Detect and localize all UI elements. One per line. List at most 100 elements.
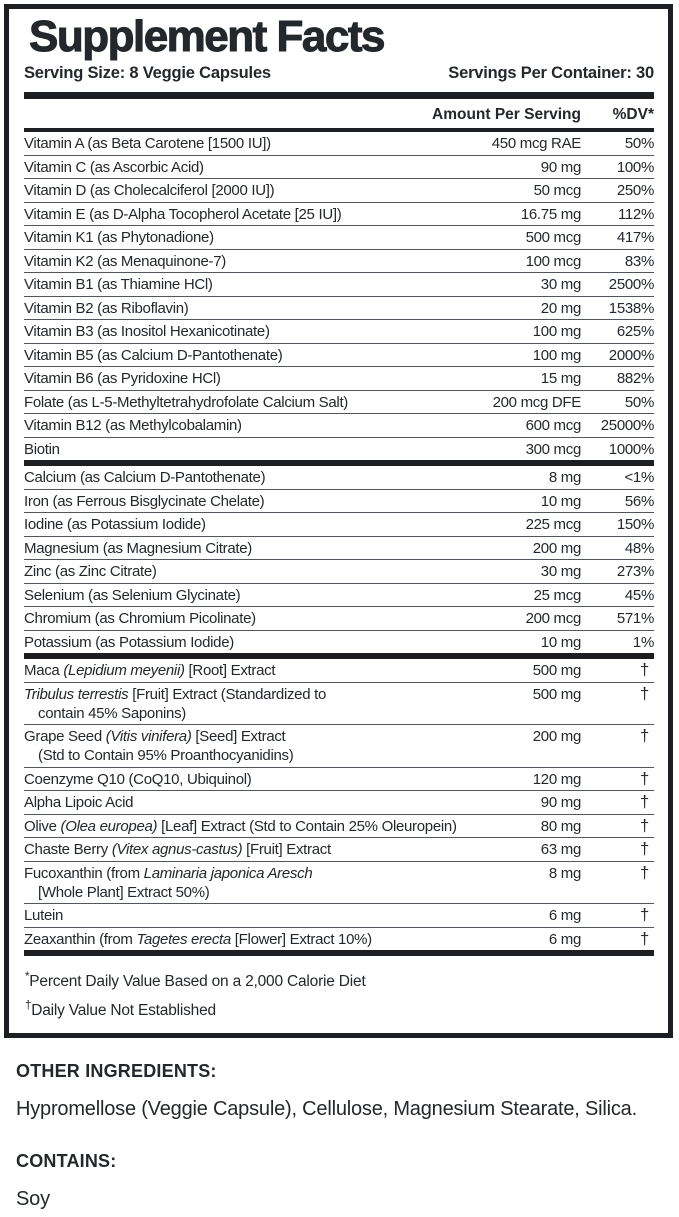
row-name: Chromium (as Chromium Picolinate) xyxy=(24,609,526,628)
table-row: Fucoxanthin (from Laminaria japonica Are… xyxy=(24,862,654,904)
dv-column-header: %DV* xyxy=(612,106,654,123)
row-name: Chaste Berry (Vitex agnus-castus) [Fruit… xyxy=(24,840,541,859)
table-row: Vitamin B1 (as Thiamine HCl) 30 mg 2500% xyxy=(24,273,654,297)
row-dv: † xyxy=(639,839,649,858)
row-name: Vitamin B12 (as Methylcobalamin) xyxy=(24,416,526,435)
row-dv: 250% xyxy=(616,182,654,199)
table-row: Vitamin A (as Beta Carotene [1500 IU]) 45… xyxy=(24,132,654,156)
row-amount: 8 mg xyxy=(548,469,581,486)
row-name-line: Tribulus terrestis [Fruit] Extract (Stan… xyxy=(24,685,327,703)
footnote-dv-text: Percent Daily Value Based on a 2,000 Cal… xyxy=(29,973,366,991)
other-ingredients-group: OTHER INGREDIENTS: Hypromellose (Veggie … xyxy=(16,1061,673,1127)
row-amount: 16.75 mg xyxy=(520,205,581,223)
row-amount: 500 mcg xyxy=(525,229,582,246)
row-name: Vitamin A (as Beta Carotene [1500 IU]) xyxy=(24,134,492,153)
row-amount: 100 mg xyxy=(532,323,582,340)
row-name: Vitamin B2 (as Riboflavin) xyxy=(24,299,541,318)
row-amount: 30 mg xyxy=(540,276,582,293)
column-header-rule xyxy=(24,128,654,132)
table-row: Potassium (as Potassium Iodide) 10 mg 1% xyxy=(24,631,654,654)
section-divider-bar xyxy=(24,950,654,956)
supplement-facts-panel: Supplement Facts Serving Size: 8 Veggie … xyxy=(4,4,673,1039)
row-amount: 63 mg xyxy=(540,841,582,858)
table-row: Magnesium (as Magnesium Citrate) 200 mg 48… xyxy=(24,537,654,560)
botanical-latin-name: (Vitis vinifera) xyxy=(105,728,192,745)
row-name: Lutein xyxy=(24,906,549,925)
table-row: Grape Seed (Vitis vinifera) [Seed] Extra… xyxy=(24,725,654,768)
other-ingredients-text: Hypromellose (Veggie Capsule), Cellulose… xyxy=(16,1098,637,1121)
row-amount: 225 mcg xyxy=(525,516,582,533)
row-name-line: [Whole Plant] Extract 50%) xyxy=(38,883,210,901)
table-row: Olive (Olea europea) [Leaf] Extract (Std… xyxy=(24,815,654,838)
row-name: Biotin xyxy=(24,440,526,459)
row-dv: <1% xyxy=(624,469,654,486)
row-name: Calcium (as Calcium D-Pantothenate) xyxy=(24,468,549,487)
servings-per-container: Servings Per Container: 30 xyxy=(448,64,654,82)
row-name: Maca (Lepidium meyenii) [Root] Extract xyxy=(24,661,533,680)
row-dv: 2500% xyxy=(608,276,655,293)
row-amount: 30 mg xyxy=(540,563,582,580)
row-name: Coenzyme Q10 (CoQ10, Ubiquinol) xyxy=(24,770,533,789)
row-name-line: Chaste Berry (Vitex agnus-castus) [Fruit… xyxy=(24,841,331,858)
footnote-dagger: †Daily Value Not Established xyxy=(25,994,654,1023)
row-amount: 50 mcg xyxy=(533,182,582,199)
row-name: Vitamin B5 (as Calcium D-Pantothenate) xyxy=(24,346,533,365)
table-row: Lutein 6 mg † xyxy=(24,904,654,928)
row-dv: † xyxy=(639,726,649,745)
row-name-line: Vitamin B5 (as Calcium D-Pantothenate) xyxy=(24,346,283,364)
table-row: Vitamin B6 (as Pyridoxine HCl) 15 mg 882% xyxy=(24,367,654,391)
footnote-dagger-text: Daily Value Not Established xyxy=(31,1002,216,1020)
footnote-asterisk-mark: * xyxy=(25,971,30,983)
row-name-line: Vitamin A (as Beta Carotene [1500 IU]) xyxy=(24,135,271,152)
row-name-line: Folate (as L-5-Methyltetrahydrofolate Ca… xyxy=(24,393,349,411)
row-amount: 200 mg xyxy=(532,539,582,557)
row-dv: 1000% xyxy=(608,440,655,458)
row-amount: 8 mg xyxy=(548,864,581,882)
botanical-latin-name: (Vitex agnus-castus) xyxy=(111,841,243,858)
table-row: Zinc (as Zinc Citrate) 30 mg 273% xyxy=(24,560,654,584)
row-dv: † xyxy=(639,928,649,948)
row-name-line: Zeaxanthin (from Tagetes erecta [Flower]… xyxy=(24,930,372,948)
botanical-latin-name: Laminaria japonica Aresch xyxy=(143,864,313,882)
table-row: Vitamin B3 (as Inositol Hexanicotinate) 1… xyxy=(24,320,654,344)
contains-group: CONTAINS: Soy xyxy=(16,1151,673,1217)
row-dv: 112% xyxy=(617,205,654,223)
row-name: Fucoxanthin (from Laminaria japonica Are… xyxy=(24,864,549,902)
row-name: Vitamin C (as Ascorbic Acid) xyxy=(24,158,541,177)
table-row: Vitamin B12 (as Methylcobalamin) 600 mcg 2… xyxy=(24,414,654,438)
row-name-line: Vitamin B12 (as Methylcobalamin) xyxy=(24,417,242,434)
row-name-line: Coenzyme Q10 (CoQ10, Ubiquinol) xyxy=(24,770,252,788)
botanical-latin-name: (Lepidium meyenii) xyxy=(63,662,185,679)
row-name-line: Iodine (as Potassium Iodide) xyxy=(24,516,206,533)
row-name: Vitamin B6 (as Pyridoxine HCl) xyxy=(24,369,541,388)
section-divider-bar xyxy=(24,460,654,466)
row-dv: 48% xyxy=(624,539,654,557)
table-row: Alpha Lipoic Acid 90 mg † xyxy=(24,791,654,815)
row-name-line: Grape Seed (Vitis vinifera) [Seed] Extra… xyxy=(24,728,286,745)
row-dv: 417% xyxy=(616,229,654,246)
row-name-line: Biotin xyxy=(24,440,60,458)
row-name: Vitamin B3 (as Inositol Hexanicotinate) xyxy=(24,322,533,341)
row-name: Olive (Olea europea) [Leaf] Extract (Std… xyxy=(24,817,541,836)
table-row: Vitamin B2 (as Riboflavin) 20 mg 1538% xyxy=(24,297,654,320)
row-name: Potassium (as Potassium Iodide) xyxy=(24,633,541,652)
row-amount: 80 mg xyxy=(540,817,582,835)
row-amount: 20 mg xyxy=(540,299,582,317)
row-amount: 6 mg xyxy=(548,930,581,948)
row-name-line: Iron (as Ferrous Bisglycinate Chelate) xyxy=(24,492,265,510)
table-row: Maca (Lepidium meyenii) [Root] Extract 50… xyxy=(24,659,654,683)
table-row: Iron (as Ferrous Bisglycinate Chelate) 10… xyxy=(24,490,654,513)
row-name: Selenium (as Selenium Glycinate) xyxy=(24,586,534,605)
rows: Vitamin A (as Beta Carotene [1500 IU]) 45… xyxy=(24,132,654,956)
serving-info-row: Serving Size: 8 Veggie Capsules Servings… xyxy=(24,59,654,92)
row-name: Iodine (as Potassium Iodide) xyxy=(24,515,526,534)
contains-text: Soy xyxy=(16,1188,50,1211)
row-amount: 15 mg xyxy=(540,370,582,387)
row-dv: 100% xyxy=(616,158,654,176)
row-amount: 200 mcg DFE xyxy=(492,393,582,411)
table-row: Calcium (as Calcium D-Pantothenate) 8 mg <… xyxy=(24,466,654,490)
row-amount: 10 mg xyxy=(540,492,582,510)
section-divider-bar xyxy=(24,653,654,659)
table-row: Vitamin B5 (as Calcium D-Pantothenate) 10… xyxy=(24,344,654,367)
row-name-line: Vitamin E (as D-Alpha Tocopherol Acetate… xyxy=(24,205,342,223)
